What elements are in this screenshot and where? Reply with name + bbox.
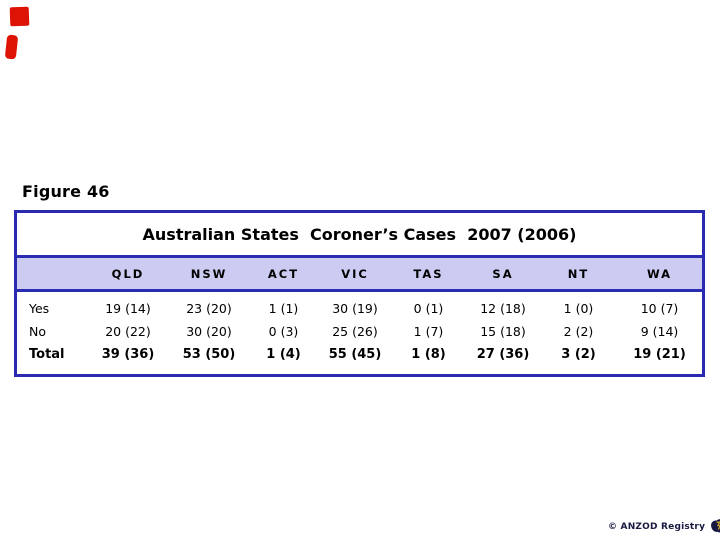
data-cell-sa: 27 (36)	[476, 347, 530, 362]
column-header-tas: TAS	[413, 266, 444, 281]
data-cell-vic: 25 (26)	[332, 324, 378, 339]
data-cell-qld: 39 (36)	[101, 347, 155, 362]
footer: © ANZOD Registry	[608, 515, 720, 539]
data-cell-tas: 1 (8)	[411, 347, 446, 362]
table-body: Yes 19 (14) 23 (20) 1 (1) 30 (19) 0 (1) 12 (18…	[17, 292, 702, 366]
data-cell-nt: 3 (2)	[561, 347, 596, 362]
data-cell-nt: 1 (0)	[563, 301, 594, 316]
table-row-total: Total 39 (36) 53 (50) 1 (4) 55 (45) 1 (8) 27 (…	[17, 343, 702, 366]
data-cell-qld: 19 (14)	[105, 301, 151, 316]
data-cell-sa: 15 (18)	[480, 324, 526, 339]
anzod-registry-australia-logo-icon	[711, 518, 720, 532]
data-cell-vic: 55 (45)	[328, 347, 382, 362]
data-cell-nsw: 23 (20)	[186, 301, 232, 316]
data-cell-nt: 2 (2)	[563, 324, 594, 339]
table-title: Australian States Coroner’s Cases 2007 (…	[17, 213, 702, 258]
column-header-sa: SA	[492, 266, 514, 281]
data-cell-wa: 10 (7)	[640, 301, 679, 316]
data-cell-tas: 0 (1)	[413, 301, 444, 316]
figure-label: Figure 46	[22, 182, 110, 201]
row-label: No	[29, 324, 46, 339]
column-header-act: ACT	[267, 266, 300, 281]
column-header-nsw: NSW	[190, 266, 228, 281]
data-cell-nsw: 53 (50)	[182, 347, 236, 362]
column-header-qld: QLD	[111, 266, 145, 281]
data-cell-vic: 30 (19)	[332, 301, 378, 316]
column-header-nt: NT	[567, 266, 590, 281]
table-header-row: QLD NSW ACT VIC TAS SA NT WA	[17, 258, 702, 292]
table-row-no: No 20 (22) 30 (20) 0 (3) 25 (26) 1 (7) 15 (18)…	[17, 320, 702, 343]
row-label: Total	[29, 347, 65, 362]
row-label: Yes	[29, 301, 50, 316]
data-cell-qld: 20 (22)	[105, 324, 151, 339]
footer-credit: © ANZOD Registry	[608, 522, 706, 532]
red-annotation-mark-1	[9, 6, 30, 27]
data-cell-act: 0 (3)	[268, 324, 299, 339]
data-cell-nsw: 30 (20)	[186, 324, 232, 339]
table-row-yes: Yes 19 (14) 23 (20) 1 (1) 30 (19) 0 (1) 12 (18…	[17, 297, 702, 320]
coroners-cases-table: Australian States Coroner’s Cases 2007 (…	[14, 210, 705, 377]
data-cell-tas: 1 (7)	[413, 324, 444, 339]
data-cell-sa: 12 (18)	[480, 301, 526, 316]
data-cell-wa: 9 (14)	[640, 324, 679, 339]
data-cell-act: 1 (1)	[268, 301, 299, 316]
column-header-wa: WA	[646, 266, 673, 281]
column-header-vic: VIC	[341, 266, 369, 281]
red-annotation-mark-2	[4, 34, 19, 60]
data-cell-wa: 19 (21)	[633, 347, 686, 362]
data-cell-act: 1 (4)	[266, 347, 301, 362]
